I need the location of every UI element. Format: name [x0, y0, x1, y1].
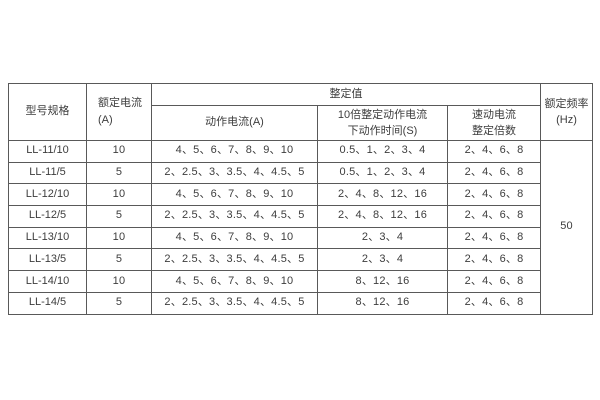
cell-quick-multiple: 2、4、6、8 [446, 226, 542, 250]
cell-operating-time: 2、4、8、12、16 [317, 205, 448, 228]
header-operating-current: 动作电流(A) [151, 105, 318, 141]
cell-quick-multiple: 2、4、6、8 [446, 205, 542, 228]
cell-operating-current: 2、2.5、3、3.5、4、4.5、5 [151, 291, 318, 315]
table-row: LL-12/10 10 4、5、6、7、8、9、10 2、4、8、12、16 2… [8, 183, 593, 207]
cell-operating-time: 8、12、16 [317, 270, 448, 293]
cell-quick-multiple: 2、4、6、8 [446, 248, 542, 272]
cell-operating-time: 2、4、8、12、16 [317, 183, 448, 207]
cell-operating-time: 2、3、4 [317, 226, 448, 250]
cell-rated-current: 10 [86, 183, 152, 207]
header-operating-time-line1: 10倍整定动作电流 [337, 108, 428, 121]
cell-model: LL-11/5 [8, 161, 87, 185]
cell-model: LL-12/5 [8, 205, 87, 228]
header-row-sub: 动作电流(A) 10倍整定动作电流 下动作时间(S) 速动电流 整定倍数 [9, 105, 593, 141]
cell-rated-current: 5 [86, 291, 152, 315]
header-rated-frequency-line1: 额定频率 [544, 97, 589, 110]
spec-table: 型号规格 额定电流 (A) 整定值 额定频率 (Hz) 动作电流(A) 10倍整… [8, 83, 594, 315]
cell-rated-current: 5 [86, 248, 152, 272]
cell-model: LL-11/10 [8, 140, 87, 163]
header-quick-current-line2: 整定倍数 [472, 125, 516, 137]
header-rated-current-line1: 额定电流 [98, 97, 142, 110]
cell-quick-multiple: 2、4、6、8 [446, 140, 542, 163]
table-row: LL-11/10 10 4、5、6、7、8、9、10 0.5、1、2、3、4 2… [8, 140, 594, 315]
header-model: 型号规格 [8, 83, 87, 141]
cell-model: LL-13/5 [8, 248, 87, 272]
header-rated-current: 额定电流 (A) [86, 83, 152, 141]
cell-operating-current: 4、5、6、7、8、9、10 [151, 140, 318, 163]
cell-model: LL-14/10 [8, 270, 87, 293]
cell-rated-current: 10 [86, 270, 152, 293]
cell-operating-current: 4、5、6、7、8、9、10 [151, 270, 318, 293]
table-row: LL-14/5 5 2、2.5、3、3.5、4、4.5、5 8、12、16 2、… [8, 291, 593, 315]
table-row: LL-14/10 10 4、5、6、7、8、9、10 8、12、16 2、4、6… [8, 270, 593, 293]
header-operating-time: 10倍整定动作电流 下动作时间(S) [317, 105, 448, 141]
header-quick-current-line1: 速动电流 [472, 108, 516, 121]
cell-rated-frequency: 50 [540, 140, 594, 315]
cell-model: LL-13/10 [8, 226, 87, 250]
cell-operating-current: 4、5、6、7、8、9、10 [151, 226, 318, 250]
header-rated-frequency-line2: (Hz) [556, 114, 577, 126]
table-row: LL-11/5 5 2、2.5、3、3.5、4、4.5、5 0.5、1、2、3、… [8, 161, 593, 185]
cell-rated-current: 10 [86, 226, 152, 250]
cell-rated-current: 10 [86, 140, 152, 163]
table-row: LL-13/5 5 2、2.5、3、3.5、4、4.5、5 2、3、4 2、4、… [8, 248, 593, 272]
cell-model: LL-14/5 [8, 291, 87, 315]
cell-operating-time: 0.5、1、2、3、4 [317, 140, 448, 163]
cell-quick-multiple: 2、4、6、8 [446, 161, 542, 185]
header-quick-current: 速动电流 整定倍数 [446, 105, 542, 141]
cell-operating-current: 4、5、6、7、8、9、10 [151, 183, 318, 207]
cell-operating-time: 0.5、1、2、3、4 [317, 161, 448, 185]
table-row: LL-12/5 5 2、2.5、3、3.5、4、4.5、5 2、4、8、12、1… [8, 205, 593, 228]
cell-operating-current: 2、2.5、3、3.5、4、4.5、5 [151, 161, 318, 185]
cell-operating-time: 2、3、4 [317, 248, 448, 272]
header-setting-value: 整定值 [150, 83, 542, 106]
cell-operating-time: 8、12、16 [317, 291, 448, 315]
header-operating-time-line2: 下动作时间(S) [347, 125, 418, 137]
header-row-top: 型号规格 额定电流 (A) 整定值 额定频率 (Hz) [8, 83, 594, 141]
cell-quick-multiple: 2、4、6、8 [446, 270, 542, 293]
cell-quick-multiple: 2、4、6、8 [446, 291, 542, 315]
cell-rated-current: 5 [86, 161, 152, 185]
cell-operating-current: 2、2.5、3、3.5、4、4.5、5 [151, 248, 318, 272]
cell-operating-current: 2、2.5、3、3.5、4、4.5、5 [151, 205, 318, 228]
cell-model: LL-12/10 [8, 183, 87, 207]
header-rated-frequency: 额定频率 (Hz) [540, 83, 594, 141]
cell-rated-current: 5 [86, 205, 152, 228]
header-rated-current-line2: (A) [98, 113, 113, 126]
cell-quick-multiple: 2、4、6、8 [446, 183, 542, 207]
table-row: LL-13/10 10 4、5、6、7、8、9、10 2、3、4 2、4、6、8 [8, 226, 593, 250]
